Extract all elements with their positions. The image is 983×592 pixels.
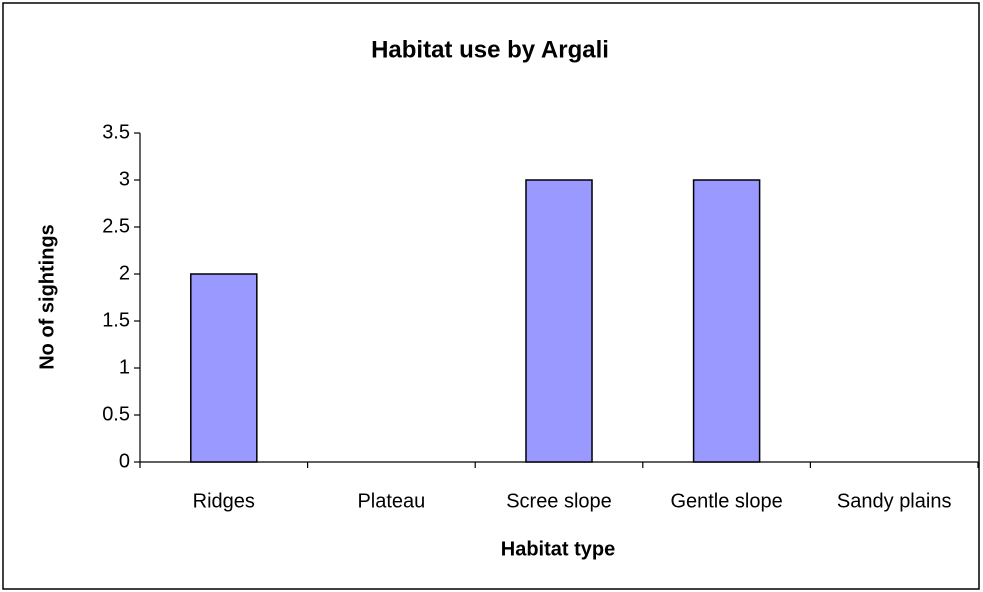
x-tick-label: Ridges xyxy=(193,490,255,512)
x-tick-label: Gentle slope xyxy=(670,490,782,512)
y-tick-label: 0.5 xyxy=(102,403,130,425)
y-tick-label: 0 xyxy=(119,450,130,472)
x-tick-label: Scree slope xyxy=(506,490,612,512)
x-tick-label: Sandy plains xyxy=(837,490,952,512)
bar xyxy=(692,179,761,463)
y-tick-label: 2 xyxy=(119,262,130,284)
bar xyxy=(525,179,593,463)
y-tick-label: 1 xyxy=(119,356,130,378)
y-axis-label: No of sightings xyxy=(36,224,58,370)
bar xyxy=(190,273,258,463)
y-tick-label: 3.5 xyxy=(102,121,130,143)
chart-title: Habitat use by Argali xyxy=(371,36,609,63)
y-tick-label: 3 xyxy=(119,168,130,190)
y-tick-label: 2.5 xyxy=(102,215,130,237)
y-tick-label: 1.5 xyxy=(102,309,130,331)
x-axis-label: Habitat type xyxy=(501,538,615,560)
x-tick-label: Plateau xyxy=(357,490,425,512)
